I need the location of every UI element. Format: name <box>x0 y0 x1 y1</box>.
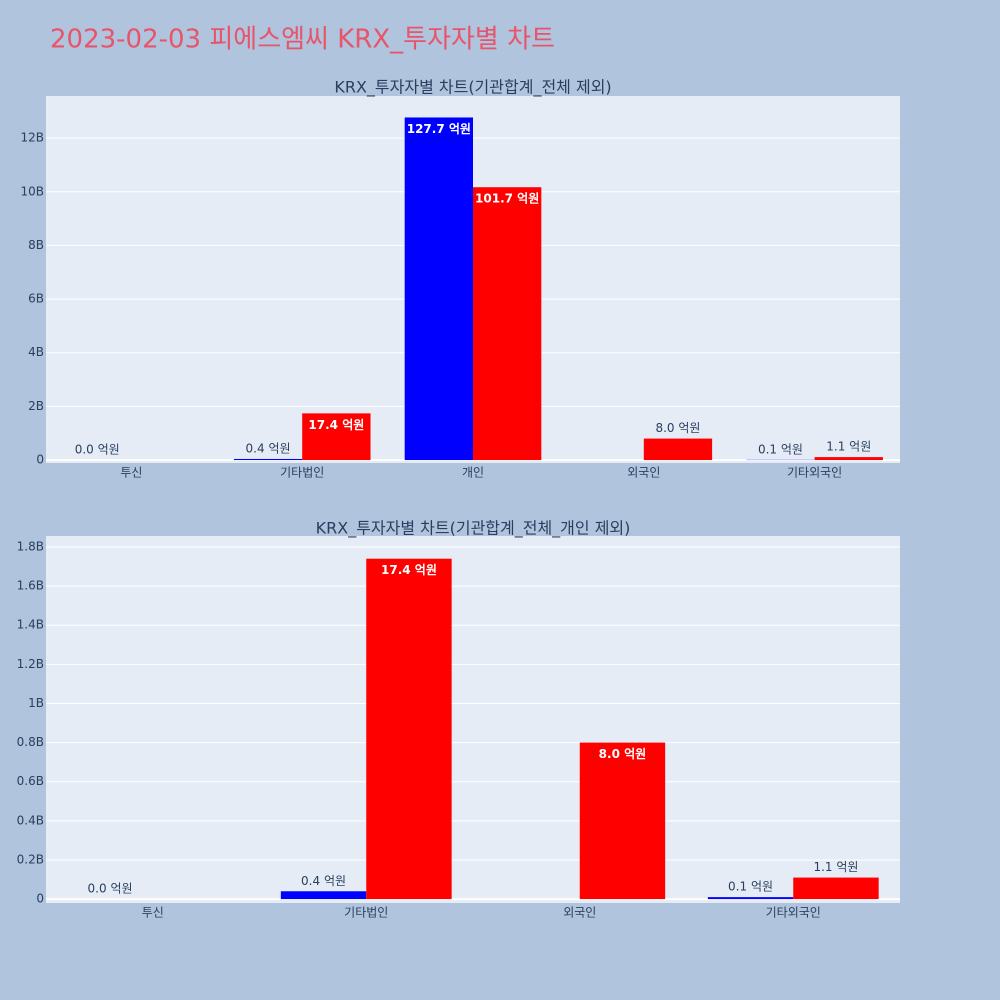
x-tick-label: 외국인 <box>563 906 596 920</box>
y-tick-label: 1.6B <box>17 579 44 593</box>
y-tick-label: 8B <box>28 238 44 252</box>
data-label: 1.1 억원 <box>826 440 871 454</box>
x-tick-label: 기타법인 <box>280 466 324 480</box>
data-label: 0.4 억원 <box>246 441 291 455</box>
bar <box>302 413 371 461</box>
y-tick-label: 1.8B <box>17 539 44 553</box>
chart-title: KRX_투자자별 차트(기관합계_전체_개인 제외) <box>316 519 631 539</box>
x-tick-label: 기타외국인 <box>787 466 842 480</box>
page-title: 2023-02-03 피에스엠씨 KRX_투자자별 차트 <box>50 25 555 55</box>
bar <box>233 458 303 461</box>
y-tick-label: 10B <box>20 184 44 198</box>
y-tick-label: 0.4B <box>17 813 44 827</box>
y-tick-label: 0.6B <box>17 774 44 788</box>
y-tick-label: 2B <box>28 399 44 413</box>
data-label: 0.1 억원 <box>758 442 803 456</box>
y-tick-label: 1.4B <box>17 618 44 632</box>
data-label: 101.7 억원 <box>475 192 539 206</box>
data-label: 17.4 억원 <box>381 563 437 577</box>
bar <box>473 187 542 461</box>
data-label: 17.4 억원 <box>308 418 364 432</box>
y-tick-label: 1.2B <box>17 657 44 671</box>
x-tick-label: 투신 <box>142 906 164 920</box>
data-label: 0.0 억원 <box>88 882 133 896</box>
bar <box>793 877 879 900</box>
y-tick-label: 0 <box>36 453 44 467</box>
x-tick-label: 개인 <box>462 466 484 480</box>
y-tick-label: 1B <box>28 696 44 710</box>
x-tick-label: 기타외국인 <box>766 906 821 920</box>
y-tick-label: 0 <box>36 892 44 906</box>
data-label: 8.0 억원 <box>655 421 700 435</box>
bar <box>366 558 452 900</box>
bar <box>643 438 713 461</box>
y-tick-label: 0.8B <box>17 735 44 749</box>
bar <box>579 742 666 900</box>
bar <box>814 457 883 461</box>
data-label: 0.4 억원 <box>301 874 346 888</box>
y-tick-label: 0.2B <box>17 852 44 866</box>
y-tick-label: 6B <box>28 292 44 306</box>
data-label: 1.1 억원 <box>813 860 858 874</box>
data-label: 127.7 억원 <box>407 122 471 136</box>
plot-area <box>46 536 900 903</box>
x-tick-label: 기타법인 <box>344 906 388 920</box>
data-label: 8.0 억원 <box>599 747 647 761</box>
data-label: 0.1 억원 <box>728 880 773 894</box>
y-tick-label: 4B <box>28 345 44 359</box>
chart-title: KRX_투자자별 차트(기관합계_전체 제외) <box>334 78 611 98</box>
bar <box>404 117 473 461</box>
x-tick-label: 외국인 <box>627 466 660 480</box>
bar <box>280 891 367 900</box>
y-tick-label: 12B <box>20 131 44 145</box>
bar <box>707 897 794 900</box>
data-label: 0.0 억원 <box>75 443 120 457</box>
x-tick-label: 투신 <box>120 466 142 480</box>
